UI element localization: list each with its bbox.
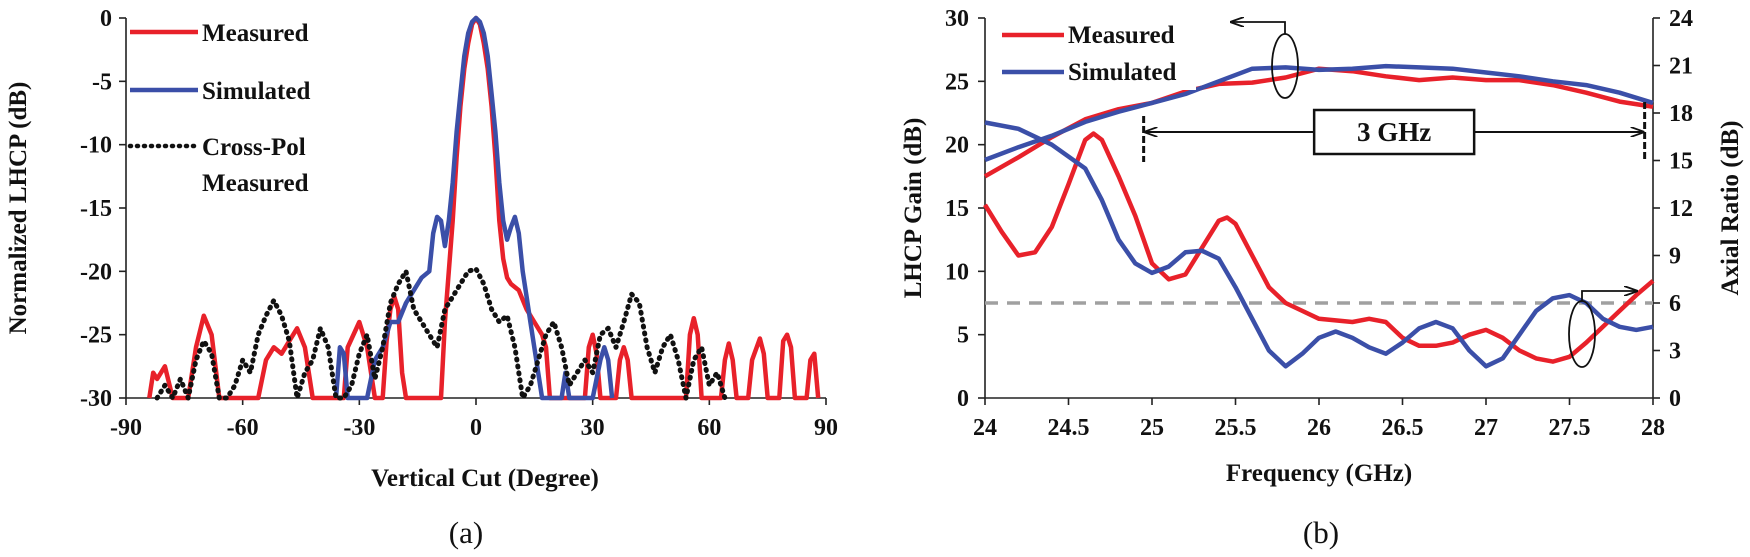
y2-tick-label: 18 — [1669, 101, 1693, 127]
gain-axis-arrow — [1232, 22, 1286, 34]
y-tick-label: -30 — [80, 386, 112, 412]
y-tick-label: 15 — [945, 196, 969, 222]
series-line-measured-axial-ratio — [983, 131, 1655, 364]
panel-b-y2-tick-labels: 0 3 6 9 12 15 18 21 24 — [1653, 6, 1693, 412]
x-tick-label: 25 — [1140, 415, 1164, 441]
x-tick-label: 27.5 — [1549, 415, 1591, 441]
legend-label-cross-pol-line-2: Measured — [202, 170, 309, 197]
y2-tick-label: 15 — [1669, 149, 1693, 175]
panel-b-x-tick-labels: 24 24.5 25 25.5 26 26.5 27 27.5 28 — [973, 398, 1665, 441]
y-tick-label: -5 — [92, 69, 112, 95]
y-tick-label: -10 — [80, 133, 112, 159]
x-tick-label: 27 — [1474, 415, 1498, 441]
bandwidth-label: 3 GHz — [1357, 117, 1431, 147]
x-tick-label: 28 — [1641, 415, 1665, 441]
panel-a-caption: (a) — [449, 515, 483, 550]
series-line-simulated-axial-ratio — [984, 120, 1654, 369]
panel-a-y-axis-title: Normalized LHCP (dB) — [5, 82, 32, 335]
legend-label-simulated: Simulated — [202, 78, 310, 105]
panel-b-legend: Measured Simulated — [990, 20, 1196, 90]
panel-a-legend: Measured Simulated Cross-Pol Measured — [127, 20, 310, 197]
panel-a-x-tick-labels: -90 -60 -30 0 30 60 90 — [110, 398, 838, 441]
series-line-cross-pol-measured — [154, 266, 728, 401]
y2-tick-label: 21 — [1669, 54, 1693, 80]
legend-label-simulated: Simulated — [1068, 59, 1176, 86]
panel-a-chart: 0 -5 -10 -15 -20 -25 -30 -90 -60 -30 0 30 60 90 Vert… — [5, 6, 838, 550]
axial-ratio-curve-axis-indicator — [1568, 291, 1636, 368]
gain-curve-axis-indicator — [1232, 22, 1299, 99]
x-tick-label: 60 — [697, 415, 721, 441]
series-line-simulated — [333, 15, 615, 401]
series-line-measured — [147, 15, 821, 401]
panel-b-series — [983, 63, 1655, 369]
x-tick-label: 24 — [973, 415, 997, 441]
y-tick-label: 0 — [100, 6, 112, 32]
x-tick-label: -90 — [110, 415, 142, 441]
panel-b-y-tick-labels: 0 5 10 15 20 25 30 — [945, 6, 985, 412]
x-tick-label: -30 — [343, 415, 375, 441]
legend-label-cross-pol-line-1: Cross-Pol — [202, 134, 306, 161]
y2-tick-label: 24 — [1669, 6, 1693, 32]
y2-tick-label: 12 — [1669, 196, 1693, 222]
y2-tick-label: 6 — [1669, 291, 1681, 317]
y-tick-label: 10 — [945, 259, 969, 285]
bandwidth-label-box — [1312, 108, 1476, 156]
axial-ratio-axis-arrow — [1581, 291, 1636, 301]
y2-tick-label: 9 — [1669, 244, 1681, 270]
x-tick-label: 0 — [470, 415, 482, 441]
y-tick-label: 5 — [957, 323, 969, 349]
y-tick-label: -15 — [80, 196, 112, 222]
x-tick-label: -60 — [227, 415, 259, 441]
panel-b-x-axis-title: Frequency (GHz) — [1226, 460, 1412, 487]
y2-tick-label: 0 — [1669, 386, 1681, 412]
legend-label-measured: Measured — [1068, 22, 1175, 49]
panel-a-series — [147, 15, 821, 401]
x-tick-label: 26 — [1307, 415, 1331, 441]
axial-ratio-curve-ellipse — [1568, 300, 1596, 368]
legend-label-cross-pol: Cross-Pol Measured — [202, 134, 309, 197]
x-tick-label: 24.5 — [1048, 415, 1090, 441]
y-tick-label: -20 — [80, 259, 112, 285]
panel-b-y2-axis-title: Axial Ratio (dB) — [1717, 121, 1744, 296]
x-tick-label: 90 — [814, 415, 838, 441]
legend-label-measured: Measured — [202, 20, 309, 47]
x-tick-label: 26.5 — [1382, 415, 1424, 441]
bandwidth-annotation: 3 GHz — [1142, 102, 1647, 162]
y-tick-label: 25 — [945, 69, 969, 95]
x-tick-label: 30 — [581, 415, 605, 441]
y-tick-label: 30 — [945, 6, 969, 32]
panel-b-chart: 0 5 10 15 20 25 30 0 3 6 9 12 15 18 21 24 24 24.5 25 25.5… — [900, 6, 1744, 550]
y2-tick-label: 3 — [1669, 339, 1681, 365]
panel-b-y-axis-title: LHCP Gain (dB) — [900, 118, 927, 299]
y-tick-label: 0 — [957, 386, 969, 412]
panel-b-legend-background — [990, 20, 1196, 90]
panel-a-x-axis-title: Vertical Cut (Degree) — [371, 465, 599, 492]
panel-b-caption: (b) — [1303, 515, 1339, 550]
panel-a-y-tick-labels: 0 -5 -10 -15 -20 -25 -30 — [80, 6, 126, 412]
series-line-simulated-gain — [984, 63, 1654, 163]
x-tick-label: 25.5 — [1215, 415, 1257, 441]
y-tick-label: 20 — [945, 133, 969, 159]
y-tick-label: -25 — [80, 323, 112, 349]
